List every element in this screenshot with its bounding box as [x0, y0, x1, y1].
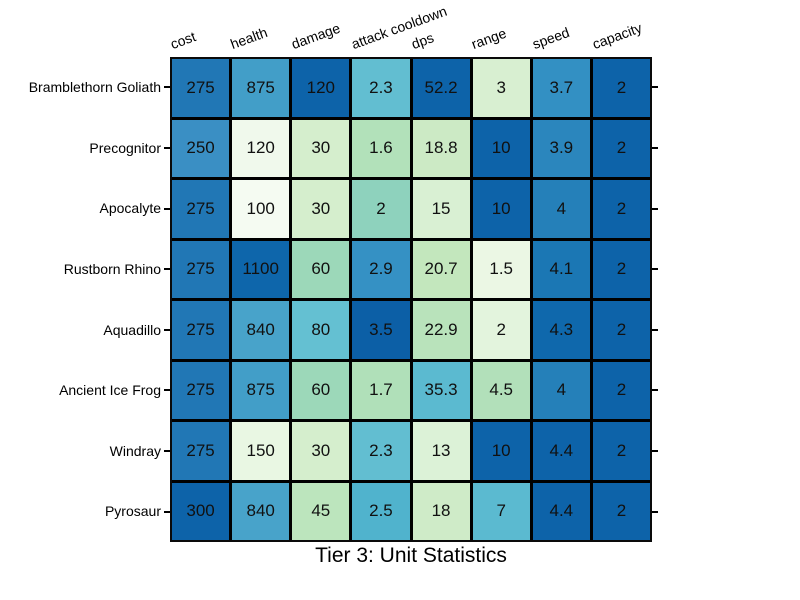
row-label: Ancient Ice Frog — [59, 382, 161, 399]
heatmap-cell: 2 — [472, 301, 530, 359]
axis-tick — [652, 450, 658, 453]
axis-tick — [652, 510, 658, 513]
axis-tick — [652, 328, 658, 331]
heatmap-cell: 45 — [292, 482, 350, 540]
heatmap-cell: 2 — [592, 59, 650, 117]
heatmap-cell: 2.5 — [352, 482, 410, 540]
row-label: Bramblethorn Goliath — [28, 79, 161, 95]
heatmap-cell: 100 — [232, 180, 290, 238]
heatmap-cell: 840 — [232, 482, 290, 540]
heatmap-cell: 30 — [292, 422, 350, 480]
column-header: health — [228, 23, 270, 53]
heatmap-cell: 300 — [172, 482, 230, 540]
heatmap-cell: 30 — [292, 119, 350, 177]
row-label: Aquadillo — [103, 321, 161, 338]
heatmap-cell: 4.4 — [532, 482, 590, 540]
heatmap-cell: 18.8 — [412, 119, 470, 177]
heatmap-cell: 275 — [172, 361, 230, 419]
axis-tick — [164, 268, 170, 271]
heatmap-cell: 840 — [232, 301, 290, 359]
heatmap-cell: 22.9 — [412, 301, 470, 359]
heatmap-cell: 15 — [412, 180, 470, 238]
heatmap-cell: 2.3 — [352, 422, 410, 480]
heatmap-cell: 10 — [472, 422, 530, 480]
axis-tick — [164, 146, 170, 149]
column-header: dps — [409, 29, 436, 53]
heatmap-cell: 4.1 — [532, 240, 590, 298]
row-label: Rustborn Rhino — [63, 260, 161, 277]
axis-tick — [164, 389, 170, 392]
axis-tick — [652, 86, 658, 89]
heatmap-cell: 275 — [172, 59, 230, 117]
heatmap-cell: 3.9 — [532, 119, 590, 177]
heatmap-cell: 2 — [592, 119, 650, 177]
heatmap-cell: 10 — [472, 119, 530, 177]
heatmap-cell: 275 — [172, 301, 230, 359]
heatmap-cell: 60 — [292, 240, 350, 298]
heatmap-cell: 275 — [172, 422, 230, 480]
column-header: range — [469, 24, 509, 53]
column-header: damage — [288, 19, 342, 53]
column-header: capacity — [589, 19, 644, 53]
heatmap-cell: 2 — [592, 180, 650, 238]
axis-tick — [652, 389, 658, 392]
heatmap-cell: 35.3 — [412, 361, 470, 419]
heatmap-grid: 275 875 120 2.3 52.2 3 3.7 2 250 120 30 1.6 18.8 10 3.… — [170, 57, 652, 542]
heatmap-cell: 120 — [292, 59, 350, 117]
axis-tick — [164, 510, 170, 513]
row-label: Apocalyte — [99, 200, 161, 217]
chart-title: Tier 3: Unit Statistics — [315, 544, 507, 567]
heatmap-cell: 120 — [232, 119, 290, 177]
heatmap-cell: 1.6 — [352, 119, 410, 177]
heatmap-cell: 1.7 — [352, 361, 410, 419]
heatmap-cell: 4 — [532, 361, 590, 419]
column-header: speed — [529, 23, 572, 53]
heatmap-cell: 1100 — [232, 240, 290, 298]
row-label: Precognitor — [89, 139, 161, 156]
heatmap-cell: 3 — [472, 59, 530, 117]
heatmap-cell: 2 — [592, 422, 650, 480]
row-label: Windray — [109, 442, 161, 459]
heatmap-cell: 275 — [172, 240, 230, 298]
heatmap-cell: 1.5 — [472, 240, 530, 298]
heatmap-cell: 875 — [232, 361, 290, 419]
axis-tick — [164, 450, 170, 453]
heatmap-cell: 2 — [352, 180, 410, 238]
column-header: cost — [168, 28, 198, 53]
axis-tick — [652, 207, 658, 210]
heatmap-cell: 10 — [472, 180, 530, 238]
heatmap-cell: 2.3 — [352, 59, 410, 117]
heatmap-cell: 4.4 — [532, 422, 590, 480]
heatmap-cell: 18 — [412, 482, 470, 540]
axis-tick — [652, 268, 658, 271]
heatmap-cell: 2 — [592, 301, 650, 359]
axis-tick — [164, 86, 170, 89]
heatmap-cell: 52.2 — [412, 59, 470, 117]
heatmap-cell: 4.3 — [532, 301, 590, 359]
heatmap-cell: 2 — [592, 240, 650, 298]
heatmap-cell: 30 — [292, 180, 350, 238]
heatmap-cell: 13 — [412, 422, 470, 480]
heatmap-cell: 2.9 — [352, 240, 410, 298]
heatmap-cell: 875 — [232, 59, 290, 117]
axis-tick — [164, 328, 170, 331]
heatmap-cell: 4.5 — [472, 361, 530, 419]
row-label: Pyrosaur — [104, 503, 161, 520]
heatmap-cell: 150 — [232, 422, 290, 480]
heatmap-cell: 60 — [292, 361, 350, 419]
heatmap-cell: 20.7 — [412, 240, 470, 298]
heatmap-cell: 7 — [472, 482, 530, 540]
axis-tick — [652, 146, 658, 149]
heatmap-cell: 80 — [292, 301, 350, 359]
heatmap-cell: 2 — [592, 482, 650, 540]
heatmap-cell: 250 — [172, 119, 230, 177]
axis-tick — [164, 207, 170, 210]
heatmap-cell: 2 — [592, 361, 650, 419]
heatmap-cell: 3.5 — [352, 301, 410, 359]
heatmap-cell: 4 — [532, 180, 590, 238]
heatmap-cell: 275 — [172, 180, 230, 238]
heatmap-cell: 3.7 — [532, 59, 590, 117]
